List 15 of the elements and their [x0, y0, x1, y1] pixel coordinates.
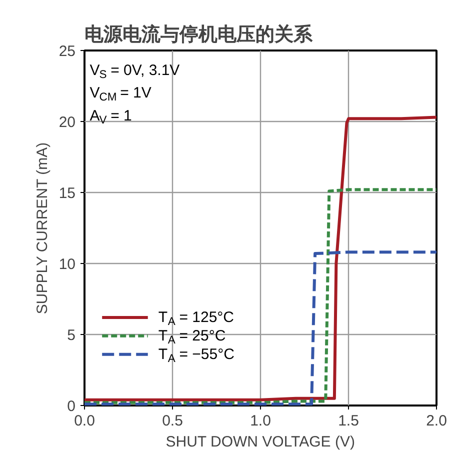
x-tick-label: 1.5	[338, 412, 359, 430]
y-tick-label: 25	[58, 43, 76, 60]
y-tick-label: 15	[58, 185, 76, 202]
y-tick-label: 10	[58, 256, 76, 273]
line-series	[84, 188, 436, 404]
chart-title: 电源电流与停机电压的关系	[84, 24, 314, 46]
x-tick-label: 1.0	[250, 412, 271, 430]
x-tick-label: 0.5	[162, 412, 183, 430]
x-tick-label: 0.0	[74, 412, 95, 430]
x-axis-title: SHUT DOWN VOLTAGE (V)	[166, 434, 355, 450]
y-tick-label: 5	[67, 327, 76, 344]
x-tick-label: 2.0	[426, 412, 447, 430]
y-tick-label: 20	[58, 114, 76, 131]
y-tick-label: 0	[67, 398, 76, 415]
y-axis-title: SUPPLY CURRENT (mA)	[34, 142, 51, 314]
